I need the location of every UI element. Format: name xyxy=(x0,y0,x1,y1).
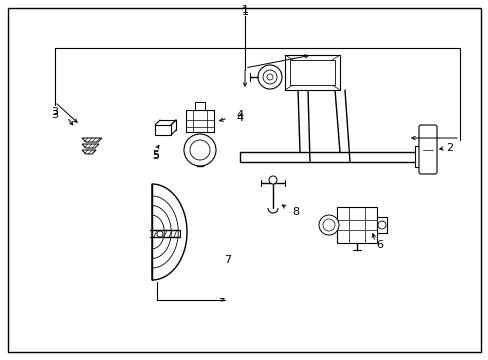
Text: 8: 8 xyxy=(292,207,299,217)
Bar xyxy=(195,102,204,110)
Circle shape xyxy=(268,176,276,184)
Circle shape xyxy=(183,134,216,166)
Polygon shape xyxy=(82,150,96,154)
Circle shape xyxy=(157,231,163,237)
Circle shape xyxy=(263,70,276,84)
Text: 4: 4 xyxy=(236,110,243,120)
Circle shape xyxy=(190,140,209,160)
Bar xyxy=(285,55,339,90)
Polygon shape xyxy=(82,144,99,148)
Text: 3: 3 xyxy=(51,107,59,117)
Bar xyxy=(289,60,334,85)
Text: 6: 6 xyxy=(376,240,383,250)
Text: 3: 3 xyxy=(51,110,59,120)
Circle shape xyxy=(266,74,272,80)
Polygon shape xyxy=(152,184,186,280)
Text: 5: 5 xyxy=(152,151,159,161)
Text: 7: 7 xyxy=(224,255,231,265)
Text: 1: 1 xyxy=(241,7,248,17)
FancyBboxPatch shape xyxy=(418,125,436,174)
Text: 5: 5 xyxy=(152,150,159,160)
Polygon shape xyxy=(82,138,102,142)
Circle shape xyxy=(323,219,334,231)
Bar xyxy=(185,110,214,132)
Circle shape xyxy=(377,221,385,229)
Text: 1: 1 xyxy=(241,5,248,15)
Text: 4: 4 xyxy=(236,113,243,123)
Circle shape xyxy=(258,65,282,89)
Text: 2: 2 xyxy=(446,143,453,153)
Circle shape xyxy=(318,215,338,235)
Bar xyxy=(336,207,376,243)
